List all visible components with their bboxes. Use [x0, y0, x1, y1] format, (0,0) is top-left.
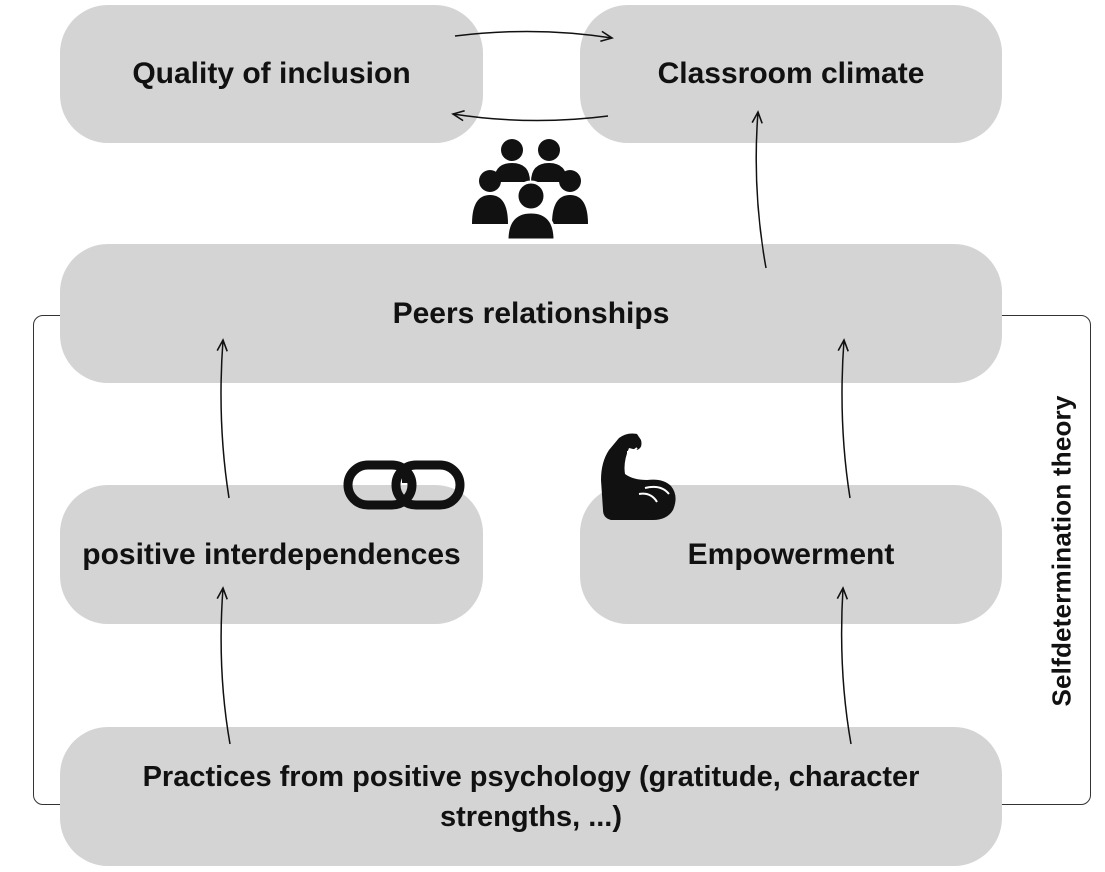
arrow-practices-to-posint [216, 586, 231, 745]
frame-label-box: Selfdetermination theory [1040, 338, 1084, 763]
people-group-icon [472, 139, 588, 241]
flexed-arm-icon [601, 433, 676, 520]
node-label: Peers relationships [392, 296, 670, 330]
arrow-practices-to-empower [836, 586, 852, 745]
arrow-posint-to-peers [216, 338, 230, 499]
node-label: Quality of inclusion [132, 57, 411, 90]
node-peers-relationships: Peers relationships [60, 244, 1002, 383]
node-quality-of-inclusion: Quality of inclusion [60, 5, 483, 143]
arrow-empower-to-peers [837, 338, 851, 499]
node-label: Classroom climate [657, 57, 925, 90]
chain-link-icon [343, 460, 465, 510]
node-classroom-climate: Classroom climate [580, 5, 1002, 143]
node-label: Empowerment [687, 537, 895, 571]
arrow-quality-to-climate [454, 30, 614, 43]
node-label: positive interdependences [82, 537, 461, 571]
node-label: Practices from positive psychology (grat… [142, 760, 920, 833]
arrow-peers-to-climate [751, 110, 767, 269]
arrow-climate-to-quality [451, 109, 609, 122]
node-practices: Practices from positive psychology (grat… [60, 727, 1002, 866]
